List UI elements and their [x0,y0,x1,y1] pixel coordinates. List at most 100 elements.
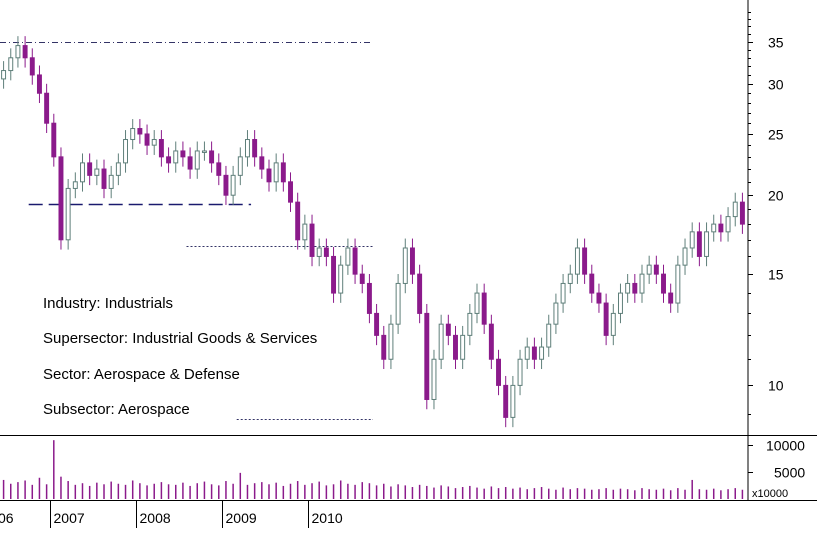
price-axis-ticks: 10 15 20 25 30 35 [748,12,784,415]
candle-up [689,231,695,249]
candle-down [453,334,458,360]
candle-down [266,168,272,183]
year-label: 2009 [226,510,257,526]
candle-up [94,168,100,176]
year-label: 2007 [54,510,85,526]
candle-up [675,264,681,304]
candle-down [603,302,609,336]
candle-up [65,187,71,241]
volume-tick-label: 5000 [774,465,805,481]
candle-down [51,122,57,158]
sector-info-block: Industry: Industrials Supersector: Indus… [43,295,317,418]
candle-up [316,247,322,257]
year-label: 2008 [140,510,171,526]
candle-down [481,292,487,325]
candle-down [653,264,659,275]
candle-down [252,139,258,158]
candle-down [496,358,502,386]
candle-down [144,133,150,146]
price-tick-label: 25 [768,127,784,143]
candle-down [739,201,745,225]
candle-up [402,247,408,284]
candle-up [395,282,401,325]
candle-down [216,162,222,176]
candle-up [725,216,731,233]
candle-up [682,247,688,266]
candle-down [223,174,229,196]
candle-up [639,273,645,294]
candle-down [209,150,215,164]
candle-down [180,150,186,158]
candle-down [409,247,415,275]
candle-up [553,302,559,325]
candle-up [732,201,738,218]
candle-up [617,292,623,314]
candle-up [431,358,437,400]
candle-down [259,156,265,170]
candle-up [510,384,516,418]
candle-down [58,156,64,241]
candle-up [194,150,200,170]
price-tick-label: 15 [768,267,784,283]
candle-up [574,247,580,275]
candle-down [137,128,143,135]
candle-up [108,174,114,189]
candle-up [201,150,207,153]
candle-up [151,139,157,146]
volume-series [2,440,744,499]
candle-up [173,150,179,164]
candle-down [288,181,293,203]
candle-up [230,174,236,196]
subsector-label: Subsector: Aerospace [43,401,190,418]
candle-down [424,312,430,400]
candle-down [632,282,638,294]
candle-down [718,223,724,233]
candle-down [445,323,451,336]
candle-up [15,45,21,59]
volume-unit-label: x10000 [752,488,788,500]
candle-up [123,139,129,164]
candle-up [244,139,250,158]
volume-tick-label: 10000 [766,438,805,454]
candle-down [359,273,365,284]
candle-down [29,57,35,76]
candle-down [531,346,537,360]
candle-down [488,323,494,360]
candle-down [374,312,380,336]
candle-up [560,282,566,304]
candle-up [8,57,14,72]
candle-down [331,255,337,294]
candle-down [582,247,588,275]
candle-up [273,162,279,183]
year-label: 06 [0,510,14,526]
candle-down [503,384,509,418]
sector-label: Sector: Aerospace & Defense [43,366,240,383]
candle-down [323,247,329,257]
candle-down [366,282,372,314]
candle-up [438,323,444,360]
candle-up [338,264,344,294]
candle-up [388,323,394,360]
candlestick-series [1,36,745,428]
candle-up [460,334,466,360]
candle-down [589,273,595,294]
candle-down [668,292,674,304]
volume-axis-ticks: 5000 10000 [748,438,805,481]
candle-down [44,92,50,124]
candle-up [130,128,136,141]
candle-up [517,358,523,386]
candle-up [115,162,121,176]
candle-down [696,231,702,257]
price-tick-label: 20 [768,188,784,204]
candle-up [302,223,308,241]
price-tick-label: 10 [768,378,784,394]
candle-up [704,231,710,257]
candle-up [625,282,631,294]
candle-up [467,312,473,336]
candle-down [295,201,301,241]
candle-up [72,181,78,189]
industry-label: Industry: Industrials [43,295,173,312]
candle-up [711,223,717,233]
